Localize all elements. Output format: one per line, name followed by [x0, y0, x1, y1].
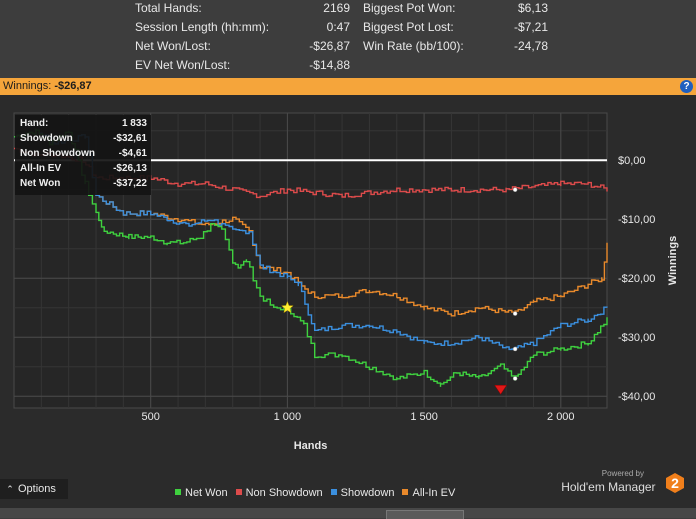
legend-label: Non Showdown — [245, 487, 323, 499]
tooltip-row-value: -$32,61 — [113, 133, 147, 144]
y-tick-label: -$10,00 — [618, 214, 655, 226]
y-tick-label: $0,00 — [618, 155, 646, 167]
legend-item[interactable]: Non Showdown — [235, 487, 323, 499]
tooltip-row-label: Net Won — [20, 178, 61, 189]
session-stats-panel: Total Hands: 2169 Session Length (hh:mm): 0… — [0, 0, 696, 78]
legend-label: All-In EV — [412, 487, 456, 499]
bottom-strip — [0, 508, 696, 519]
options-button[interactable]: ⌃ Options — [0, 479, 68, 499]
x-tick-label: 500 — [142, 411, 160, 423]
stat-label: Total Hands: — [135, 1, 202, 15]
winnings-label: Winnings: -$26,87 — [3, 80, 92, 92]
stat-label: Session Length (hh:mm): — [135, 20, 270, 34]
x-tick-label: 2 000 — [547, 411, 575, 423]
marker-dot — [512, 187, 518, 192]
stat-label: Biggest Pot Lost: — [363, 20, 454, 34]
options-label: Options — [18, 483, 56, 495]
tooltip-row: Showdown -$32,61 — [20, 133, 147, 146]
legend-swatch-icon — [235, 489, 242, 495]
stat-value: -$14,88 — [309, 58, 350, 72]
y-tick-label: -$30,00 — [618, 332, 655, 344]
legend-swatch-icon — [330, 489, 337, 495]
x-tick-label: 1 000 — [274, 411, 302, 423]
brand-logo-area: Powered by Hold'em Manager 2 — [561, 469, 684, 496]
x-tick-label: 1 500 — [410, 411, 438, 423]
series-line — [14, 128, 608, 387]
tooltip-row-label: All-In EV — [20, 163, 62, 174]
y-tick-label: -$40,00 — [618, 391, 655, 403]
chevron-up-icon: ⌃ — [6, 484, 14, 494]
powered-by-text: Powered by — [601, 469, 644, 478]
stat-value: -24,78 — [513, 39, 548, 53]
y-axis-label: Winnings — [667, 236, 679, 285]
stat-label: EV Net Won/Lost: — [135, 58, 231, 72]
legend-label: Showdown — [340, 487, 395, 499]
winnings-bar: Winnings: -$26,87 ? — [0, 78, 696, 95]
legend-swatch-icon — [175, 489, 181, 495]
star-marker-icon — [281, 301, 294, 314]
stat-label: Net Won/Lost: — [135, 39, 211, 53]
tooltip-row: All-In EV -$26,13 — [20, 163, 147, 176]
stat-label: Win Rate (bb/100): — [363, 39, 464, 53]
tooltip-row-value: -$26,13 — [113, 163, 147, 174]
legend-swatch-icon — [402, 489, 409, 495]
legend-item[interactable]: Showdown — [330, 487, 395, 499]
marker-dot — [512, 311, 518, 316]
stat-value: -$26,87 — [309, 39, 350, 53]
tooltip-row-label: Showdown — [20, 133, 73, 144]
chart-legend: Net Won Non Showdown Showdown All-In EV — [175, 487, 463, 499]
legend-item[interactable]: All-In EV — [402, 487, 455, 499]
tooltip-row: Net Won -$37,22 — [20, 178, 147, 191]
stat-label: Biggest Pot Won: — [363, 1, 456, 15]
brand-name: Hold'em Manager — [561, 480, 656, 494]
legend-item[interactable]: Net Won — [175, 487, 228, 499]
tooltip-row: Non Showdown -$4,61 — [20, 148, 147, 161]
legend-label: Net Won — [185, 487, 228, 499]
marker-dot — [512, 376, 518, 381]
help-icon[interactable]: ? — [680, 80, 693, 93]
tooltip-hand-row: Hand: 1 833 — [20, 118, 147, 131]
hand-tooltip: Hand: 1 833 Showdown -$32,61 Non Showdow… — [15, 115, 151, 195]
tooltip-row-label: Non Showdown — [20, 148, 95, 159]
x-axis-label: Hands — [294, 440, 328, 452]
hm2-logo-icon: 2 — [666, 473, 684, 493]
marker-dot — [512, 346, 518, 352]
tooltip-hand-label: Hand: — [20, 118, 49, 129]
stat-value: 0:47 — [326, 20, 350, 34]
winnings-value: -$26,87 — [54, 80, 92, 92]
stat-value: $6,13 — [517, 1, 548, 15]
red-triangle-marker-icon — [494, 385, 508, 395]
series-line — [14, 128, 608, 351]
tooltip-hand-value: 1 833 — [121, 118, 147, 129]
tooltip-row-value: -$37,22 — [113, 178, 147, 189]
stat-value: 2169 — [323, 1, 350, 15]
bottom-tab-button[interactable] — [386, 510, 464, 519]
y-tick-label: -$20,00 — [618, 273, 655, 285]
stat-value: -$7,21 — [513, 20, 548, 34]
winnings-graph: 500 1 000 1 500 2 000 $0,00 -$10,00 -$20,00 -$3… — [0, 95, 696, 518]
tooltip-row-value: -$4,61 — [118, 148, 147, 159]
